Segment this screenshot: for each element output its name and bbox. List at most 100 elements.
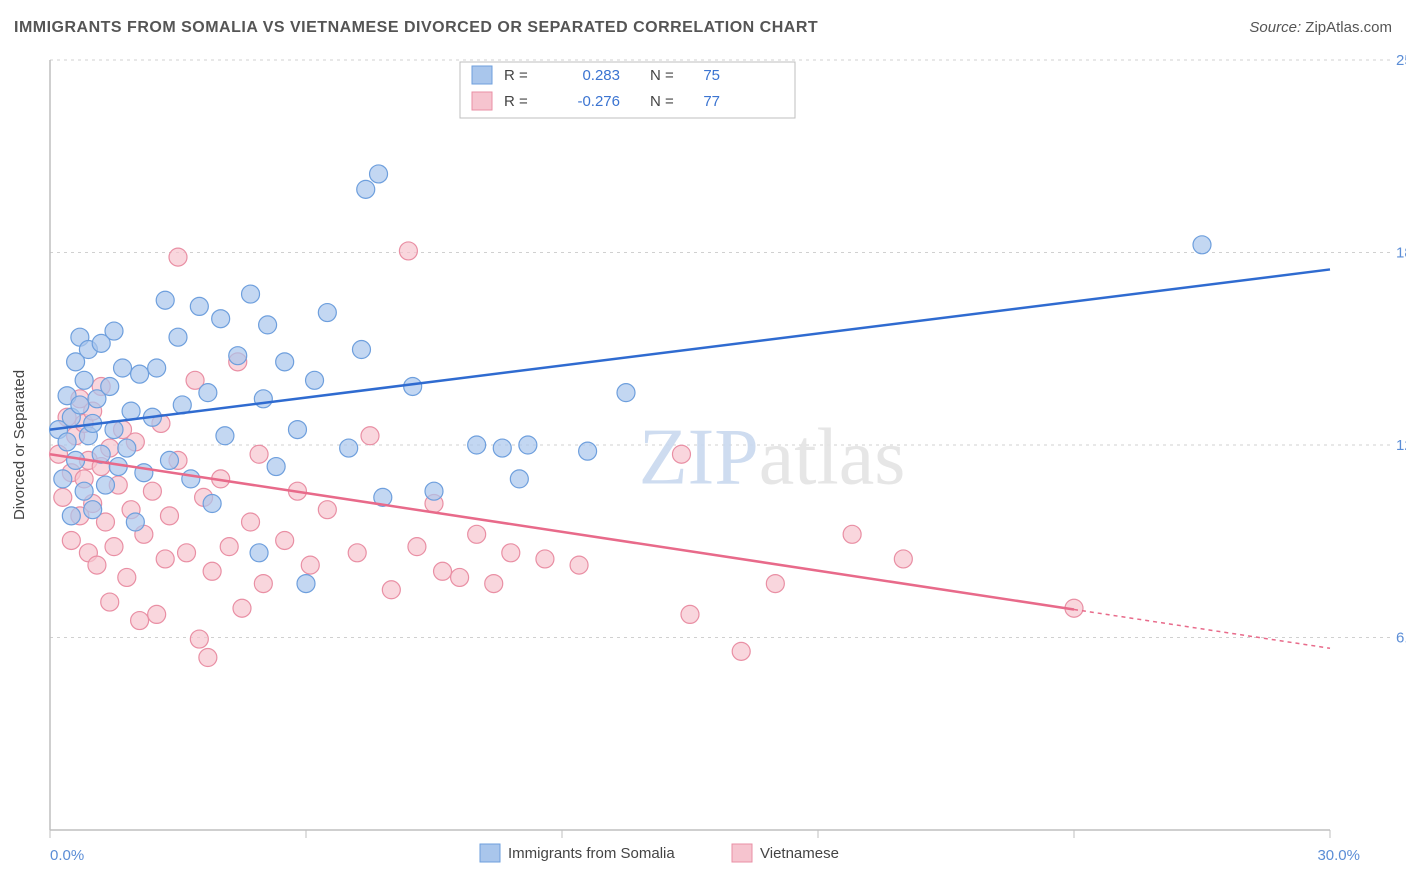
scatter-point-vietnamese bbox=[160, 507, 178, 525]
scatter-point-vietnamese bbox=[276, 531, 294, 549]
scatter-point-vietnamese bbox=[348, 544, 366, 562]
legend-series-label: Vietnamese bbox=[760, 845, 839, 862]
scatter-point-somalia bbox=[425, 482, 443, 500]
scatter-point-vietnamese bbox=[536, 550, 554, 568]
scatter-point-somalia bbox=[84, 501, 102, 519]
scatter-point-vietnamese bbox=[468, 525, 486, 543]
scatter-point-somalia bbox=[276, 353, 294, 371]
y-tick-label: 25.0% bbox=[1396, 52, 1406, 69]
scatter-point-vietnamese bbox=[318, 501, 336, 519]
scatter-point-vietnamese bbox=[178, 544, 196, 562]
scatter-point-somalia bbox=[203, 495, 221, 513]
scatter-point-vietnamese bbox=[672, 445, 690, 463]
x-tick-label: 30.0% bbox=[1317, 847, 1360, 864]
scatter-point-somalia bbox=[318, 304, 336, 322]
scatter-point-somalia bbox=[67, 451, 85, 469]
scatter-point-somalia bbox=[297, 575, 315, 593]
scatter-point-somalia bbox=[357, 180, 375, 198]
y-axis-label: Divorced or Separated bbox=[11, 370, 28, 520]
scatter-point-somalia bbox=[126, 513, 144, 531]
scatter-point-somalia bbox=[288, 421, 306, 439]
legend-series-label: Immigrants from Somalia bbox=[508, 845, 675, 862]
scatter-point-somalia bbox=[182, 470, 200, 488]
legend-swatch bbox=[480, 844, 500, 862]
legend-r-label: R = bbox=[504, 67, 528, 84]
scatter-point-somalia bbox=[404, 377, 422, 395]
scatter-point-somalia bbox=[114, 359, 132, 377]
scatter-point-somalia bbox=[212, 310, 230, 328]
scatter-point-vietnamese bbox=[203, 562, 221, 580]
scatter-point-vietnamese bbox=[220, 538, 238, 556]
scatter-point-somalia bbox=[75, 482, 93, 500]
scatter-point-somalia bbox=[156, 291, 174, 309]
scatter-point-somalia bbox=[169, 328, 187, 346]
scatter-point-vietnamese bbox=[54, 488, 72, 506]
scatter-point-somalia bbox=[148, 359, 166, 377]
scatter-point-somalia bbox=[118, 439, 136, 457]
scatter-point-vietnamese bbox=[148, 605, 166, 623]
scatter-point-somalia bbox=[105, 322, 123, 340]
scatter-point-somalia bbox=[267, 458, 285, 476]
scatter-point-somalia bbox=[131, 365, 149, 383]
scatter-point-somalia bbox=[370, 165, 388, 183]
y-tick-label: 6.3% bbox=[1396, 630, 1406, 647]
scatter-point-somalia bbox=[493, 439, 511, 457]
x-tick-label: 0.0% bbox=[50, 847, 84, 864]
scatter-point-vietnamese bbox=[301, 556, 319, 574]
scatter-point-somalia bbox=[229, 347, 247, 365]
legend-n-value: 77 bbox=[703, 93, 720, 110]
scatter-point-vietnamese bbox=[199, 649, 217, 667]
scatter-point-somalia bbox=[254, 390, 272, 408]
source-label: Source: ZipAtlas.com bbox=[1249, 19, 1392, 36]
scatter-point-somalia bbox=[617, 384, 635, 402]
scatter-point-vietnamese bbox=[233, 599, 251, 617]
scatter-point-somalia bbox=[58, 433, 76, 451]
scatter-point-vietnamese bbox=[451, 568, 469, 586]
scatter-point-vietnamese bbox=[254, 575, 272, 593]
scatter-point-somalia bbox=[510, 470, 528, 488]
scatter-point-vietnamese bbox=[485, 575, 503, 593]
scatter-point-somalia bbox=[259, 316, 277, 334]
y-tick-label: 12.5% bbox=[1396, 437, 1406, 454]
legend-n-value: 75 bbox=[703, 67, 720, 84]
scatter-point-somalia bbox=[54, 470, 72, 488]
scatter-point-somalia bbox=[62, 507, 80, 525]
scatter-point-vietnamese bbox=[143, 482, 161, 500]
legend-n-label: N = bbox=[650, 93, 674, 110]
legend-r-value: -0.276 bbox=[577, 93, 620, 110]
scatter-point-somalia bbox=[579, 442, 597, 460]
scatter-point-vietnamese bbox=[843, 525, 861, 543]
scatter-point-vietnamese bbox=[101, 593, 119, 611]
scatter-point-somalia bbox=[352, 341, 370, 359]
legend-n-label: N = bbox=[650, 67, 674, 84]
scatter-point-vietnamese bbox=[382, 581, 400, 599]
scatter-point-vietnamese bbox=[169, 248, 187, 266]
scatter-point-vietnamese bbox=[131, 612, 149, 630]
scatter-point-somalia bbox=[216, 427, 234, 445]
scatter-point-vietnamese bbox=[250, 445, 268, 463]
scatter-point-somalia bbox=[250, 544, 268, 562]
scatter-point-somalia bbox=[75, 371, 93, 389]
scatter-point-vietnamese bbox=[681, 605, 699, 623]
scatter-point-vietnamese bbox=[502, 544, 520, 562]
scatter-point-vietnamese bbox=[242, 513, 260, 531]
correlation-scatter-chart: IMMIGRANTS FROM SOMALIA VS VIETNAMESE DI… bbox=[0, 0, 1406, 892]
scatter-point-vietnamese bbox=[766, 575, 784, 593]
scatter-point-somalia bbox=[242, 285, 260, 303]
y-tick-label: 18.8% bbox=[1396, 245, 1406, 262]
scatter-point-vietnamese bbox=[732, 642, 750, 660]
legend-r-value: 0.283 bbox=[582, 67, 620, 84]
scatter-point-vietnamese bbox=[434, 562, 452, 580]
trendline-vietnamese bbox=[50, 454, 1074, 609]
legend-swatch bbox=[732, 844, 752, 862]
scatter-point-somalia bbox=[190, 297, 208, 315]
scatter-point-vietnamese bbox=[399, 242, 417, 260]
scatter-point-vietnamese bbox=[361, 427, 379, 445]
scatter-point-vietnamese bbox=[88, 556, 106, 574]
scatter-point-vietnamese bbox=[105, 538, 123, 556]
scatter-point-vietnamese bbox=[570, 556, 588, 574]
scatter-point-somalia bbox=[306, 371, 324, 389]
legend-swatch bbox=[472, 66, 492, 84]
scatter-point-somalia bbox=[519, 436, 537, 454]
scatter-point-somalia bbox=[468, 436, 486, 454]
